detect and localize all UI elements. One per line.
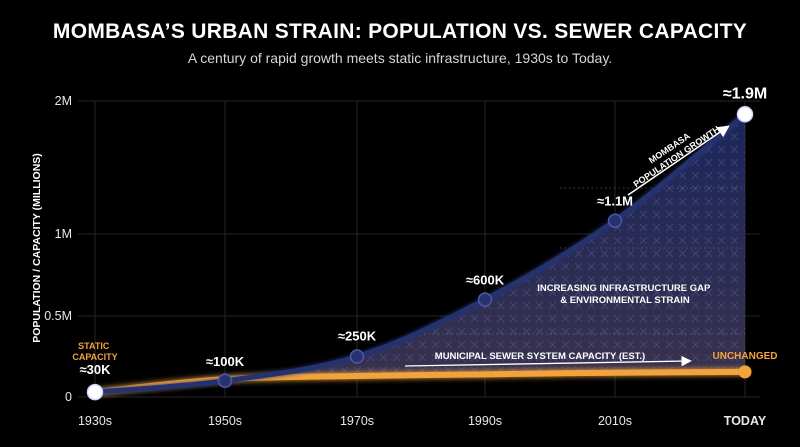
chart-subtitle: A century of rapid growth meets static i…: [187, 50, 613, 66]
population-data-label: ≈250K: [338, 329, 377, 344]
population-line: [92, 111, 748, 395]
y-tick-label: 0: [65, 390, 72, 404]
population-point-3: [477, 292, 493, 307]
data-labels: ≈30K ≈100K ≈250K ≈600K ≈1.1M ≈1.9M: [80, 85, 768, 377]
population-point-2: [349, 349, 365, 364]
population-data-label: ≈1.1M: [597, 194, 633, 209]
population-data-label: ≈100K: [206, 354, 245, 369]
population-arrow: [627, 125, 730, 196]
static-capacity-line-2: CAPACITY: [72, 352, 117, 362]
chart-title: MOMBASA’S URBAN STRAIN: POPULATION VS. S…: [52, 20, 748, 43]
unchanged-label: UNCHANGED: [713, 351, 778, 362]
y-tick-label: 0.5M: [44, 309, 72, 323]
sewer-arrow: [404, 355, 692, 367]
population-point-1: [217, 373, 233, 389]
x-tick-label: TODAY: [724, 414, 767, 428]
sewer-point-last: [738, 365, 752, 379]
population-data-label: ≈30K: [80, 362, 112, 377]
x-tick-label: 1950s: [208, 414, 242, 428]
gap-area-pattern: [95, 114, 745, 393]
gap-area: [95, 114, 745, 393]
gap-label-line-1: INCREASING INFRASTRUCTURE GAP: [537, 283, 711, 294]
x-tick-label: 1970s: [340, 414, 374, 428]
series-lines: [92, 111, 748, 396]
population-point-4: [607, 213, 623, 228]
static-capacity-line-1: STATIC: [78, 341, 110, 351]
x-tick-label: 1930s: [78, 414, 112, 428]
static-capacity-label: STATIC CAPACITY: [72, 341, 117, 362]
gap-label-line-2: & ENVIRONMENTAL STRAIN: [560, 295, 690, 306]
population-point-5: [736, 106, 754, 123]
y-axis-label: POPULATION / CAPACITY (MILLIONS): [31, 153, 43, 343]
data-points: [86, 106, 754, 401]
y-tick-label: 2M: [55, 94, 72, 108]
grid-lines: 0 0.5M 1M 2M 1930s 1950s 1970s 1990s 2010s TODAY: [44, 94, 767, 428]
sewer-capacity-label: MUNICIPAL SEWER SYSTEM CAPACITY (EST.): [435, 351, 645, 362]
gap-label: INCREASING INFRASTRUCTURE GAP & ENVIRONM…: [537, 283, 713, 306]
x-tick-label: 1990s: [468, 414, 502, 428]
x-tick-label: 2010s: [598, 414, 632, 428]
population-data-label: ≈600K: [466, 273, 505, 288]
population-point-0: [86, 383, 104, 401]
population-data-label: ≈1.9M: [723, 85, 767, 102]
y-tick-label: 1M: [55, 227, 72, 241]
